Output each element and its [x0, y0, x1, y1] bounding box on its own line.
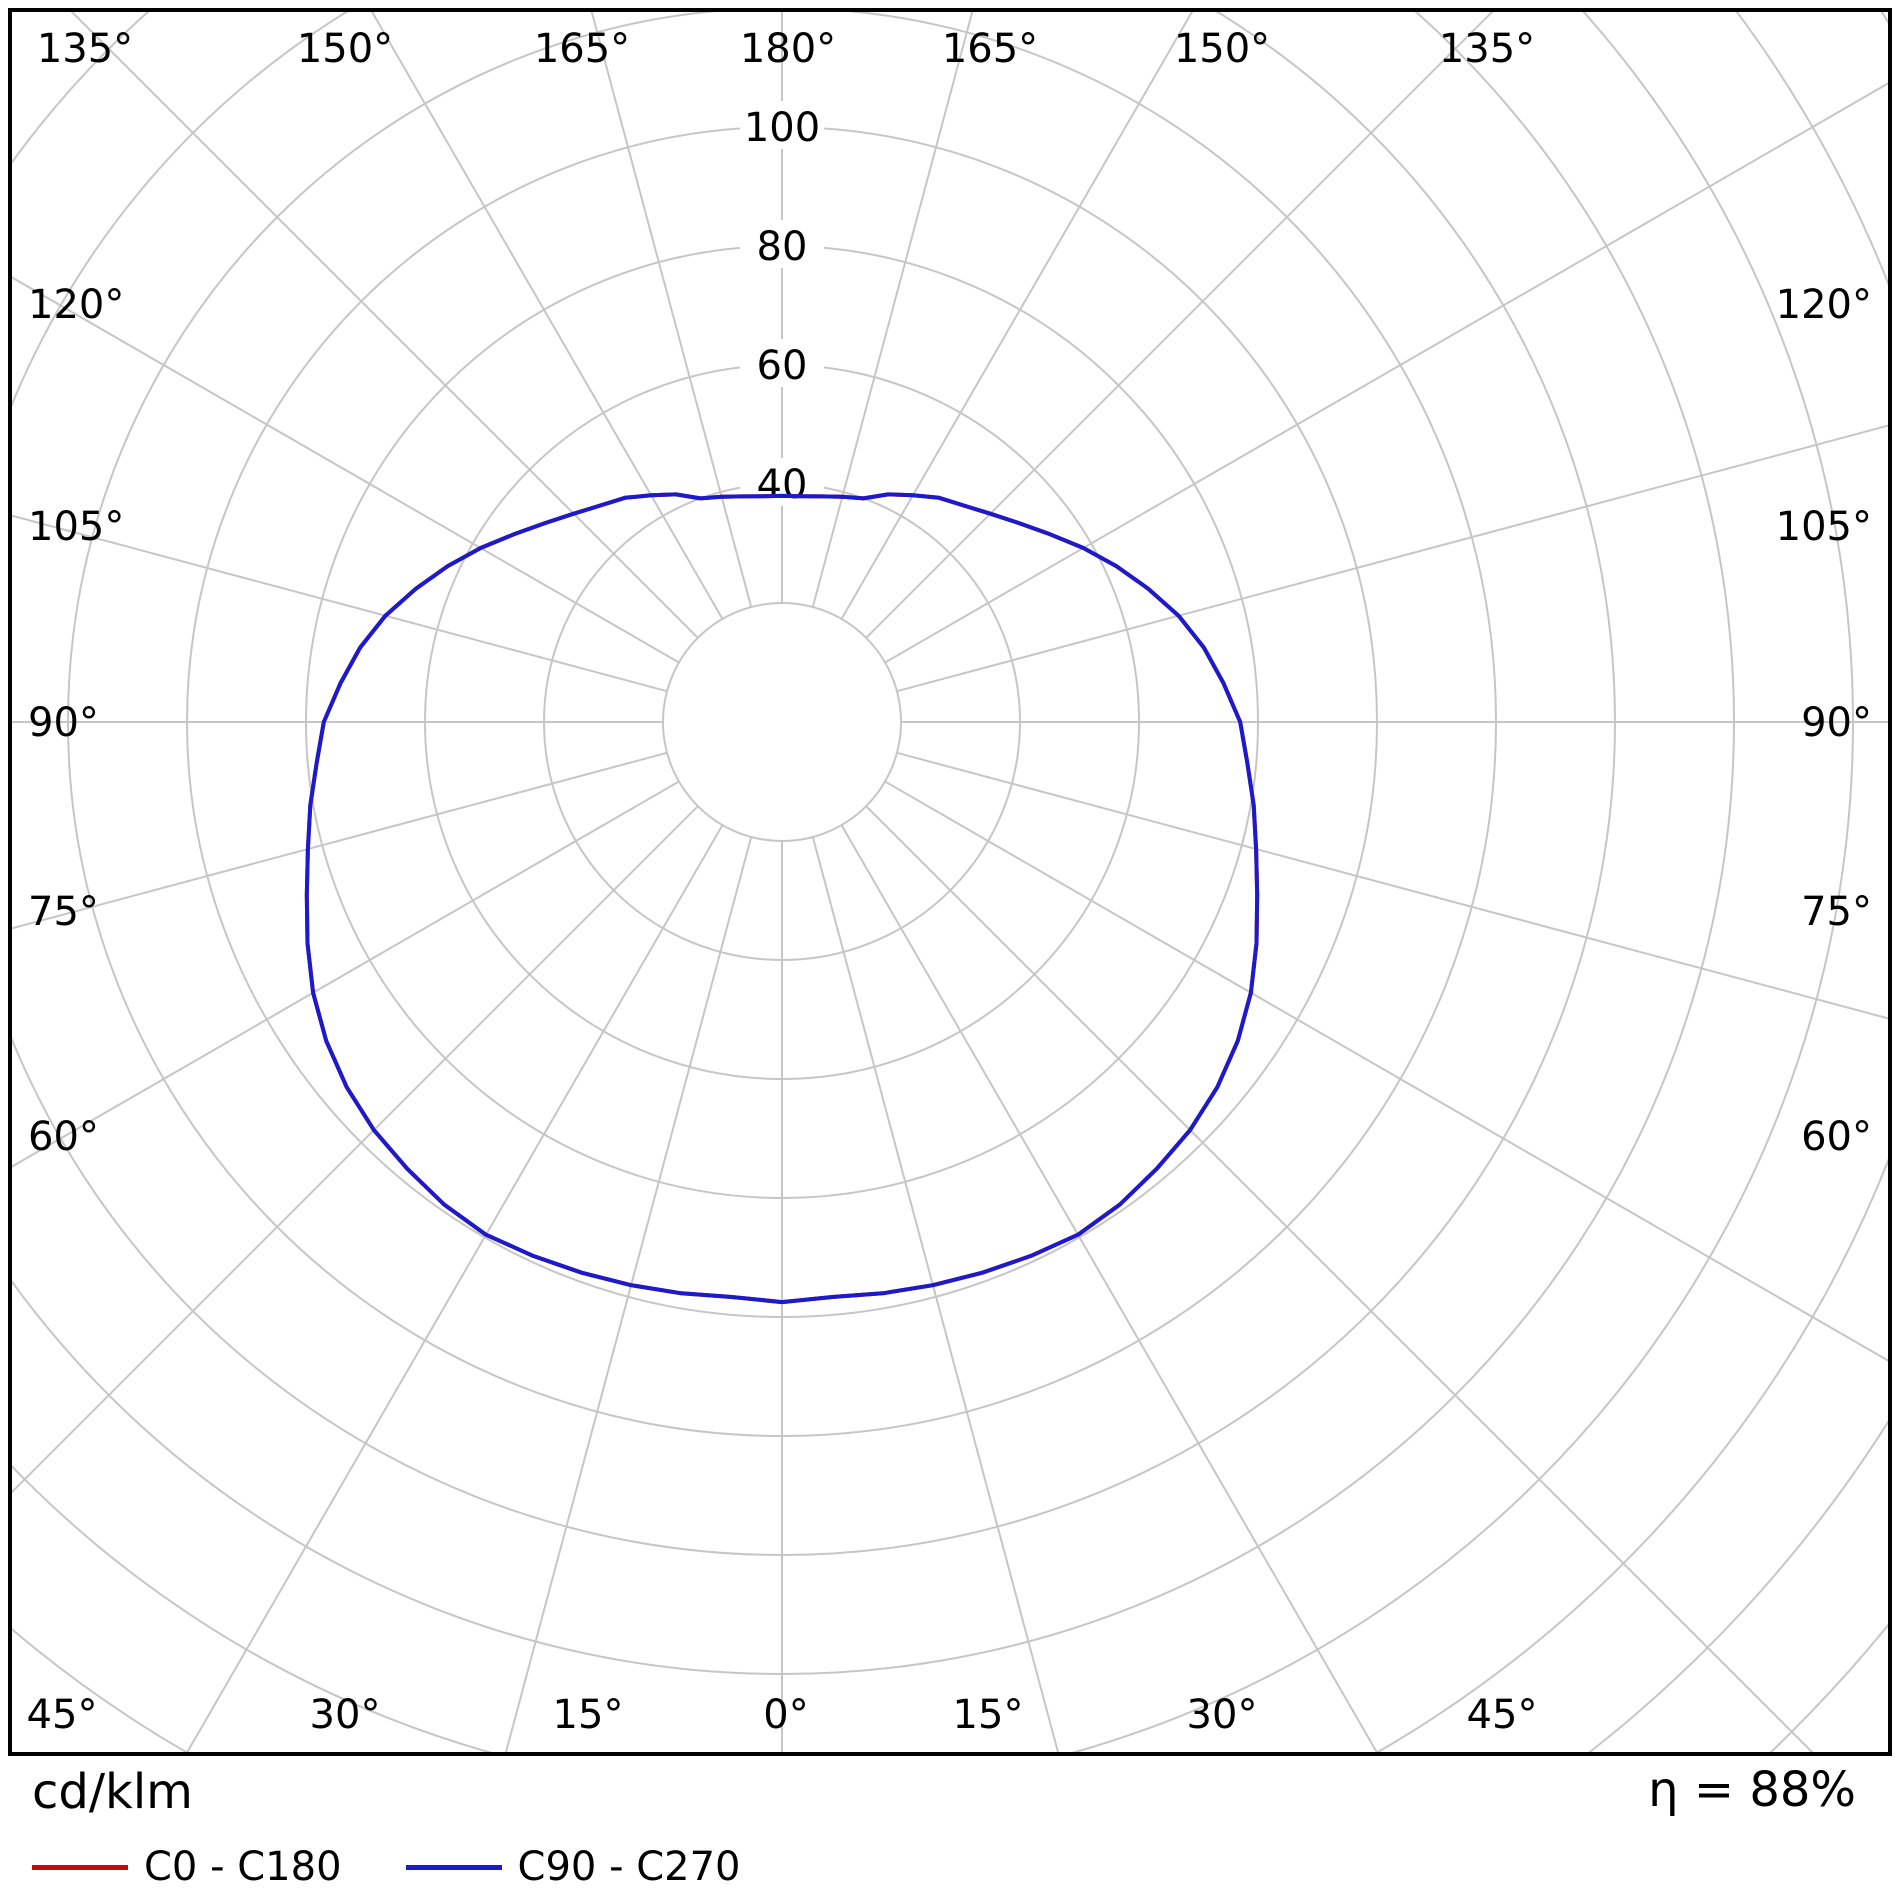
- svg-text:180°: 180°: [740, 26, 836, 72]
- efficiency-label: η = 88%: [1648, 1762, 1856, 1818]
- polar-chart: 40 60 80 100 135° 150° 165° 180° 165° 150° 135° 45°…: [8, 8, 1892, 1756]
- svg-text:30°: 30°: [310, 1692, 381, 1738]
- svg-text:165°: 165°: [942, 26, 1038, 72]
- svg-text:45°: 45°: [1467, 1692, 1538, 1738]
- svg-text:90°: 90°: [1801, 700, 1872, 746]
- legend-line-c90-icon: [405, 1864, 502, 1870]
- legend: C0 - C180 C90 - C270: [32, 1844, 805, 1890]
- curve-c90-c270: [304, 492, 1260, 1305]
- angle-labels: 135° 150° 165° 180° 165° 150° 135° 45° 30° 15° 0° 1…: [27, 26, 1872, 1738]
- svg-text:40: 40: [757, 462, 808, 508]
- legend-line-c0-icon: [32, 1864, 128, 1870]
- svg-text:135°: 135°: [1439, 26, 1535, 72]
- svg-text:135°: 135°: [37, 26, 133, 72]
- svg-text:30°: 30°: [1187, 1692, 1258, 1738]
- svg-text:0°: 0°: [763, 1692, 808, 1738]
- svg-text:150°: 150°: [297, 26, 393, 72]
- svg-text:75°: 75°: [1801, 889, 1872, 935]
- ring-labels: 40 60 80 100: [740, 101, 824, 508]
- svg-text:165°: 165°: [534, 26, 630, 72]
- svg-text:100: 100: [744, 105, 820, 151]
- plot-border: [8, 8, 1892, 1756]
- svg-text:15°: 15°: [553, 1692, 624, 1738]
- legend-label-c90: C90 - C270: [517, 1844, 741, 1890]
- svg-text:105°: 105°: [28, 504, 124, 550]
- svg-text:45°: 45°: [27, 1692, 98, 1738]
- svg-text:120°: 120°: [28, 282, 124, 328]
- svg-text:60°: 60°: [28, 1114, 99, 1160]
- svg-text:150°: 150°: [1174, 26, 1270, 72]
- polar-grid: [12, 12, 1888, 1752]
- svg-text:90°: 90°: [28, 700, 99, 746]
- svg-text:60°: 60°: [1801, 1114, 1872, 1160]
- svg-text:105°: 105°: [1776, 504, 1872, 550]
- svg-text:80: 80: [757, 224, 808, 270]
- svg-text:60: 60: [757, 343, 808, 389]
- units-label: cd/klm: [32, 1764, 193, 1820]
- svg-text:15°: 15°: [953, 1692, 1024, 1738]
- svg-text:120°: 120°: [1776, 282, 1872, 328]
- legend-label-c0: C0 - C180: [144, 1844, 342, 1890]
- svg-text:75°: 75°: [28, 889, 99, 935]
